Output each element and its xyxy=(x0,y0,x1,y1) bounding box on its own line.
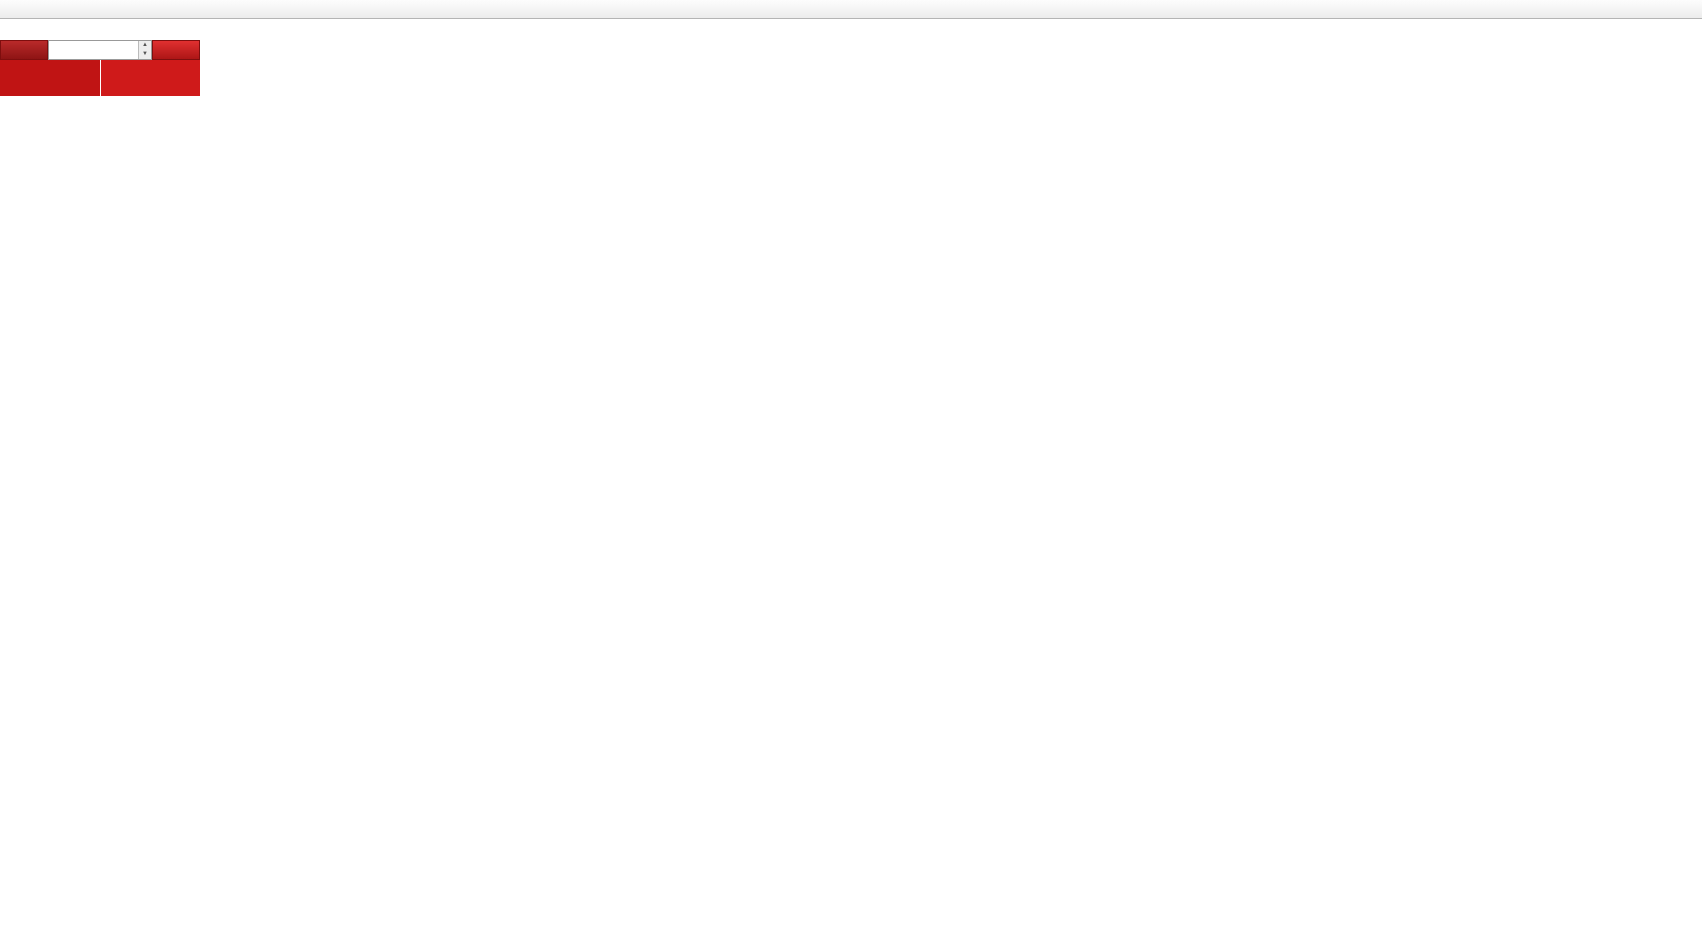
buy-price[interactable] xyxy=(100,60,200,96)
volume-stepper[interactable]: ▲ ▼ xyxy=(48,40,152,60)
volume-up-icon[interactable]: ▲ xyxy=(138,41,151,50)
sell-price[interactable] xyxy=(0,60,101,96)
volume-down-icon[interactable]: ▼ xyxy=(138,50,151,59)
one-click-trading-panel: ▲ ▼ xyxy=(0,40,200,96)
volume-input[interactable] xyxy=(49,41,138,59)
volume-spin-buttons: ▲ ▼ xyxy=(138,41,151,59)
trade-buttons-row: ▲ ▼ xyxy=(0,40,200,60)
sell-button[interactable] xyxy=(0,40,48,60)
chart-ohlc-header xyxy=(4,22,29,33)
trade-prices-row xyxy=(0,60,200,96)
toolbar xyxy=(0,0,1702,19)
buy-button[interactable] xyxy=(152,40,200,60)
